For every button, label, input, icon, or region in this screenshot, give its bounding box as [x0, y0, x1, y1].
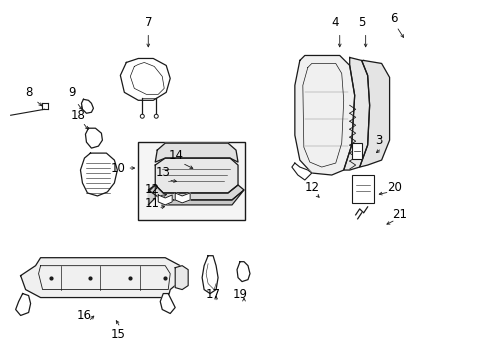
Text: 12: 12 — [304, 181, 319, 194]
Circle shape — [140, 114, 144, 118]
Text: 19: 19 — [232, 288, 247, 301]
Polygon shape — [81, 99, 93, 113]
Polygon shape — [175, 193, 190, 203]
Polygon shape — [85, 128, 102, 148]
Polygon shape — [16, 293, 31, 315]
Polygon shape — [148, 185, 155, 205]
Text: 17: 17 — [205, 288, 220, 301]
Polygon shape — [148, 185, 244, 200]
Polygon shape — [155, 143, 238, 162]
Polygon shape — [343, 58, 369, 170]
Polygon shape — [202, 256, 218, 293]
Polygon shape — [158, 195, 172, 205]
Text: 14: 14 — [168, 149, 183, 162]
Text: 15: 15 — [111, 328, 125, 341]
Polygon shape — [81, 153, 117, 196]
Polygon shape — [160, 293, 175, 314]
Text: 11: 11 — [144, 197, 160, 210]
Text: 4: 4 — [330, 16, 338, 29]
Bar — [351, 143, 361, 159]
Text: 8: 8 — [25, 86, 32, 99]
Polygon shape — [359, 60, 389, 167]
Text: 9: 9 — [69, 86, 76, 99]
Text: 18: 18 — [71, 109, 86, 122]
Bar — [138, 142, 244, 220]
Circle shape — [154, 114, 158, 118]
Text: 7: 7 — [144, 16, 152, 29]
Text: 20: 20 — [386, 181, 401, 194]
Text: 3: 3 — [374, 134, 382, 147]
Bar — [351, 175, 373, 203]
Polygon shape — [162, 190, 244, 205]
Text: 6: 6 — [389, 12, 397, 25]
Polygon shape — [120, 58, 170, 100]
Text: 21: 21 — [391, 208, 406, 221]
Text: 5: 5 — [357, 16, 365, 29]
Polygon shape — [291, 163, 311, 180]
Text: 13: 13 — [156, 166, 170, 179]
Text: 10: 10 — [111, 162, 125, 175]
Text: 16: 16 — [77, 309, 92, 322]
Polygon shape — [175, 266, 188, 289]
Polygon shape — [20, 258, 182, 298]
Polygon shape — [294, 55, 354, 175]
Polygon shape — [237, 262, 249, 282]
Text: 12: 12 — [144, 184, 160, 197]
Polygon shape — [155, 158, 238, 193]
